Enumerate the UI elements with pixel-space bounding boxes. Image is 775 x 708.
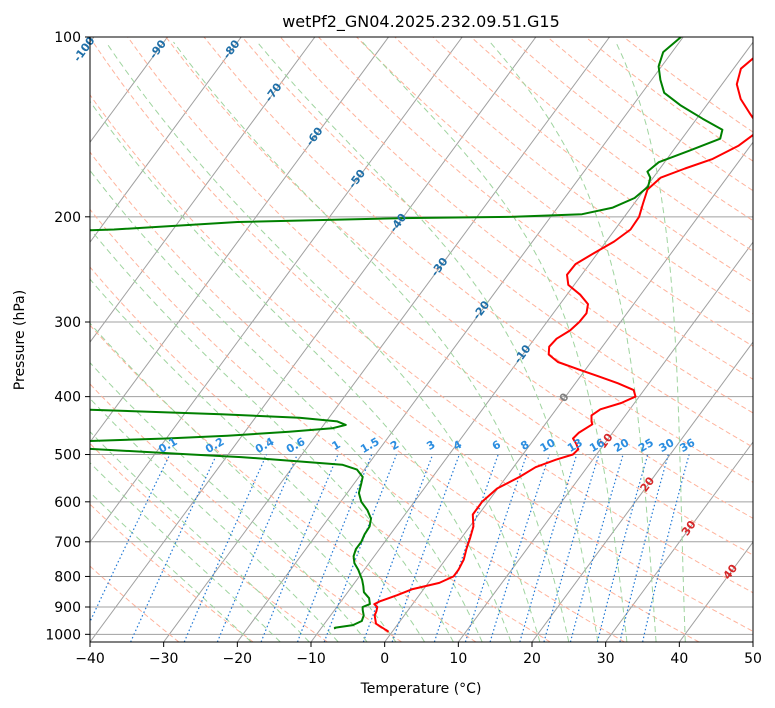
isotherm-line bbox=[90, 37, 242, 244]
mixing-ratio-line bbox=[362, 454, 434, 642]
moist-adiabat bbox=[90, 397, 339, 642]
y-tick-label: 700 bbox=[54, 535, 81, 551]
mixing-ratio-line bbox=[216, 454, 298, 642]
y-tick-label: 800 bbox=[54, 569, 81, 585]
chart-title: wetPf2_GN04.2025.232.09.51.G15 bbox=[282, 12, 560, 32]
x-tick-label: −30 bbox=[149, 651, 179, 667]
moist-adiabat bbox=[90, 100, 512, 642]
dry-adiabat bbox=[90, 503, 254, 642]
dry-adiabat bbox=[394, 37, 753, 315]
moist-adiabat bbox=[90, 169, 483, 642]
isotherm-line bbox=[384, 141, 753, 642]
isotherm-line bbox=[90, 37, 316, 343]
mixing-ratio-line bbox=[260, 454, 339, 642]
dry-adiabat bbox=[432, 37, 753, 283]
mixing-ratio-line bbox=[296, 454, 373, 642]
dry-adiabat bbox=[318, 37, 753, 380]
dewpoint-line bbox=[90, 37, 724, 630]
isotherm-line bbox=[605, 441, 753, 642]
dry-adiabat bbox=[279, 37, 753, 414]
isotherm-line bbox=[531, 341, 753, 642]
y-axis: 100 200 300 400 500 600 700 800 900 1000 bbox=[45, 30, 90, 643]
x-tick-label: 30 bbox=[597, 651, 615, 667]
dry-adiabat bbox=[90, 94, 753, 632]
dry-adiabat bbox=[90, 266, 551, 642]
mixing-ratio-line bbox=[391, 454, 460, 642]
moist-adiabat bbox=[615, 41, 686, 642]
isotherm-line bbox=[90, 37, 168, 144]
x-tick-label: 10 bbox=[449, 651, 467, 667]
x-tick-label: 50 bbox=[744, 651, 762, 667]
x-tick-label: −40 bbox=[75, 651, 105, 667]
y-tick-label: 500 bbox=[54, 448, 81, 464]
dry-adiabat bbox=[90, 565, 180, 642]
moist-adiabat bbox=[256, 41, 599, 642]
mixing-ratio-line bbox=[323, 454, 398, 642]
dry-adiabat bbox=[90, 324, 477, 642]
dry-adiabat bbox=[90, 37, 753, 594]
mixing-ratio-line bbox=[464, 454, 528, 642]
isotherm-line bbox=[457, 241, 753, 642]
mixing-ratio-line bbox=[433, 454, 499, 642]
mixing-ratio-line bbox=[489, 454, 550, 642]
y-tick-label: 200 bbox=[54, 210, 81, 226]
moist-adiabat bbox=[90, 491, 252, 642]
x-tick-label: 20 bbox=[523, 651, 541, 667]
moist-adiabat bbox=[362, 41, 628, 642]
skewt-background-lines bbox=[90, 37, 753, 642]
moist-adiabat bbox=[105, 41, 541, 642]
x-tick-label: 40 bbox=[670, 651, 688, 667]
isotherm-line bbox=[236, 37, 684, 642]
sounding-profiles bbox=[90, 37, 753, 633]
x-axis-label: Temperature (°C) bbox=[360, 681, 482, 697]
moist-adiabat bbox=[90, 278, 426, 642]
mixing-ratio-line bbox=[90, 454, 171, 623]
isotherm-line bbox=[90, 37, 537, 642]
x-tick-label: −20 bbox=[223, 651, 253, 667]
temperature-line bbox=[373, 57, 753, 633]
moist-adiabat bbox=[90, 322, 397, 642]
moist-adiabat bbox=[173, 41, 570, 642]
y-tick-label: 300 bbox=[54, 315, 81, 331]
dry-adiabat bbox=[90, 208, 625, 642]
plot-frame bbox=[89, 36, 754, 643]
dry-adiabat bbox=[165, 37, 753, 519]
x-tick-label: 0 bbox=[380, 651, 389, 667]
moist-adiabat bbox=[90, 431, 310, 642]
y-tick-label: 600 bbox=[54, 495, 81, 511]
moist-adiabat bbox=[90, 362, 368, 642]
moist-adiabat bbox=[90, 462, 281, 642]
y-tick-label: 900 bbox=[54, 600, 81, 616]
isotherm-line bbox=[310, 41, 753, 642]
mixing-ratio-line bbox=[543, 454, 600, 642]
mixing-ratio-line bbox=[569, 454, 624, 642]
moist-adiabat bbox=[90, 228, 454, 642]
isotherm-line bbox=[90, 37, 389, 443]
x-tick-label: −10 bbox=[296, 651, 326, 667]
y-tick-label: 400 bbox=[54, 390, 81, 406]
mixing-ratio-line bbox=[183, 454, 268, 642]
x-axis: −40 −30 −20 −10 0 10 20 30 40 50 bbox=[75, 642, 762, 667]
dry-adiabat bbox=[90, 442, 328, 642]
dry-adiabat bbox=[90, 151, 700, 642]
moist-adiabat bbox=[489, 41, 657, 642]
dry-adiabat bbox=[203, 37, 753, 483]
y-axis-label: Pressure (hPa) bbox=[12, 290, 28, 390]
y-tick-label: 1000 bbox=[45, 627, 81, 643]
y-tick-label: 100 bbox=[54, 30, 81, 46]
mixing-ratio-line bbox=[130, 454, 218, 642]
mixing-ratio-line bbox=[519, 454, 578, 642]
isotherm-line bbox=[90, 37, 463, 543]
